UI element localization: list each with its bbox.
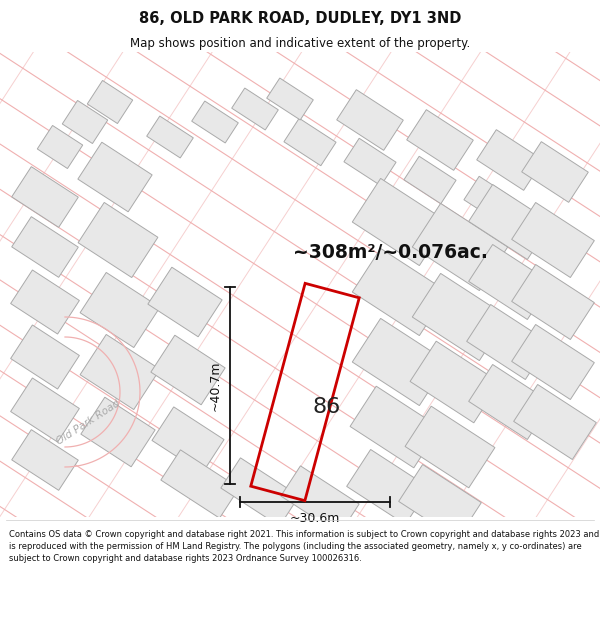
Polygon shape [11,270,79,334]
Polygon shape [404,156,456,204]
Text: ~30.6m: ~30.6m [290,512,340,525]
Polygon shape [284,118,336,166]
Polygon shape [410,341,500,423]
Text: Old Park Road: Old Park Road [55,398,122,446]
Text: ~308m²/~0.076ac.: ~308m²/~0.076ac. [293,242,487,261]
Polygon shape [337,89,403,151]
Text: 86, OLD PARK ROAD, DUDLEY, DY1 3ND: 86, OLD PARK ROAD, DUDLEY, DY1 3ND [139,11,461,26]
Polygon shape [514,384,596,459]
Polygon shape [266,78,313,120]
Polygon shape [37,126,83,169]
Polygon shape [352,178,448,266]
Polygon shape [221,458,299,526]
Polygon shape [412,273,508,361]
Polygon shape [398,464,481,539]
Polygon shape [407,109,473,171]
Polygon shape [62,101,108,144]
Polygon shape [12,217,78,278]
Polygon shape [469,244,551,319]
Polygon shape [352,248,448,336]
Polygon shape [12,429,78,491]
Polygon shape [464,176,516,224]
Polygon shape [12,167,78,228]
Polygon shape [232,88,278,130]
Polygon shape [469,184,551,259]
Text: Contains OS data © Crown copyright and database right 2021. This information is : Contains OS data © Crown copyright and d… [9,530,599,563]
Polygon shape [350,386,440,468]
Polygon shape [148,268,222,337]
Polygon shape [347,449,430,524]
Polygon shape [78,202,158,278]
Polygon shape [191,101,238,143]
Text: 86: 86 [313,397,341,417]
Polygon shape [412,203,508,291]
Polygon shape [512,202,595,278]
Polygon shape [11,378,79,442]
Polygon shape [78,142,152,212]
Polygon shape [352,318,448,406]
Polygon shape [522,142,588,202]
Polygon shape [11,325,79,389]
Polygon shape [87,81,133,124]
Text: Map shows position and indicative extent of the property.: Map shows position and indicative extent… [130,38,470,51]
Polygon shape [80,334,160,409]
Polygon shape [151,335,225,405]
Polygon shape [467,304,550,379]
Polygon shape [512,324,595,399]
Polygon shape [477,129,543,191]
Polygon shape [81,398,155,467]
Text: ~40.7m: ~40.7m [209,360,222,411]
Polygon shape [469,364,551,439]
Polygon shape [405,406,495,488]
Polygon shape [281,466,359,534]
Polygon shape [80,272,160,348]
Polygon shape [161,450,239,518]
Polygon shape [152,407,224,473]
Polygon shape [344,138,396,186]
Polygon shape [512,264,595,339]
Polygon shape [146,116,193,158]
